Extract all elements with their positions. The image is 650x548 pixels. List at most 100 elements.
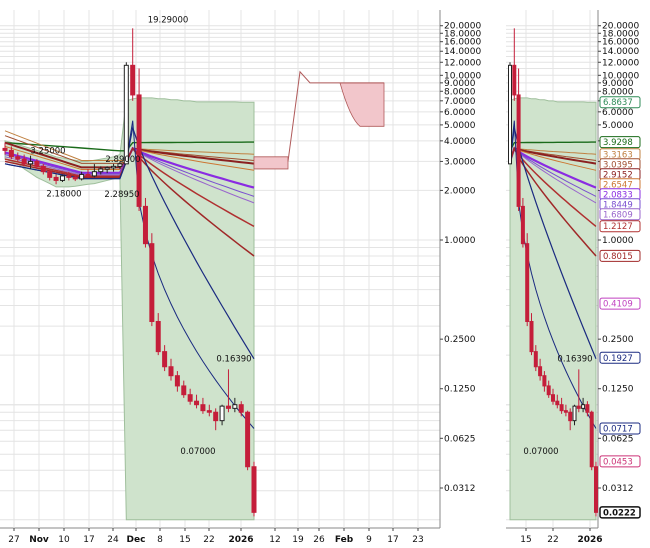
y-tick-label: 5.0000 [444, 121, 476, 131]
candle-body [53, 176, 59, 181]
annotation-label: 2.89000 [105, 155, 140, 165]
moving-average-10 [4, 146, 255, 257]
candle-body [66, 175, 72, 178]
candle-body [21, 158, 27, 165]
annotation-label: 0.16390 [557, 354, 592, 364]
value-tag-box [599, 220, 641, 233]
candle-body [79, 173, 85, 180]
candle-body [15, 156, 21, 160]
x-tick-label: Nov [29, 535, 49, 545]
candle-body [568, 411, 573, 422]
candle-body [529, 320, 534, 353]
candle-body [187, 394, 193, 402]
moving-average-2 [509, 147, 597, 161]
y-tick-label: 20.0000 [602, 22, 639, 32]
y-tick-label: 1.0000 [444, 236, 476, 246]
value-tag-box [599, 422, 641, 435]
moving-average-5 [509, 147, 597, 171]
value-tag: 6.8637 [603, 98, 633, 108]
value-tag: 3.3163 [603, 150, 633, 160]
y-tick-label: 0.2500 [444, 335, 476, 345]
candle-body [508, 64, 512, 165]
x-tick-label: 8 [157, 535, 163, 545]
side-plot-area [508, 28, 598, 521]
projection-cloud [253, 156, 289, 170]
value-tag: 3.0395 [603, 160, 633, 170]
y-tick-label: 10.0000 [602, 71, 639, 81]
value-tag-box [599, 351, 641, 364]
moving-average-11 [509, 127, 597, 360]
candle-body [200, 404, 206, 412]
main-plot-area [2, 28, 385, 521]
moving-average-1 [509, 141, 596, 152]
x-tick-label: 15 [520, 535, 531, 545]
x-tick-label: 17 [83, 535, 94, 545]
main-annotations: 19.29000 3.25000 2.89000 2.18000 2.28950 0.16… [30, 15, 251, 457]
x-tick-label: 15 [179, 535, 190, 545]
candle-body [162, 351, 168, 368]
y-tick-label: 5.0000 [602, 121, 634, 131]
value-tag: 0.1927 [603, 354, 633, 364]
y-tick-label: 18.0000 [444, 29, 481, 39]
value-tag-box [599, 455, 641, 468]
value-tag-box [599, 249, 641, 262]
x-tick-label: 9 [366, 535, 372, 545]
value-tag-box [599, 208, 641, 221]
candle-body [40, 165, 46, 173]
candle-body [572, 405, 577, 422]
candle-body [520, 205, 525, 245]
y-tick-label: 0.0312 [444, 484, 476, 494]
moving-average-8 [509, 147, 597, 204]
value-tag-box [599, 297, 641, 310]
y-tick-label: 0.0625 [602, 434, 634, 444]
candle-body [59, 175, 65, 181]
value-tag: 1.6809 [603, 210, 633, 220]
annotation-label: 3.25000 [30, 147, 65, 157]
moving-average-4 [509, 147, 597, 165]
candle-body [533, 351, 538, 368]
value-tag: 2.0833 [603, 190, 633, 200]
candle-body [174, 375, 180, 387]
candle-body [98, 168, 104, 173]
x-tick-label: 22 [203, 535, 214, 545]
value-tag: 0.0717 [603, 424, 633, 434]
value-tag: 1.8449 [603, 200, 633, 210]
y-tick-label: 6.0000 [602, 108, 634, 118]
candle-body [136, 94, 142, 207]
x-tick-label: 24 [107, 535, 119, 545]
moving-average-12 [4, 120, 255, 429]
y-tick-label: 10.0000 [444, 71, 481, 81]
candle-body [2, 147, 8, 151]
candle-body [8, 149, 14, 158]
x-tick-label: Feb [335, 535, 354, 545]
y-tick-label: 14.0000 [602, 47, 639, 57]
y-tick-label: 4.0000 [444, 137, 476, 147]
y-tick-label: 8.0000 [444, 87, 476, 97]
candle-body [563, 410, 568, 413]
y-tick-label: 6.0000 [444, 108, 476, 118]
candle-body [559, 404, 564, 412]
moving-average-9 [509, 146, 597, 227]
candle-body [232, 404, 238, 409]
candle-body [238, 404, 244, 413]
candle-body [546, 385, 551, 396]
y-tick-label: 0.0312 [602, 484, 634, 494]
main-x-axis: 27 Nov 10 17 24 Dec 8 15 22 2026 12 19 26 Feb 9 17 23 [8, 528, 424, 545]
value-tag-box [599, 506, 641, 519]
x-tick-label: 26 [313, 535, 325, 545]
side-x-axis: 15 22 2026 [520, 528, 603, 545]
value-tag: 2.9152 [603, 170, 633, 180]
candle-body [251, 466, 257, 513]
x-tick-label: 2026 [228, 535, 253, 545]
x-tick-label: 10 [58, 535, 70, 545]
bollinger-band [4, 97, 255, 521]
value-tag: 1.2127 [603, 222, 633, 232]
x-tick-label: 12 [269, 535, 280, 545]
candle-body [104, 167, 110, 170]
y-tick-label: 12.0000 [602, 58, 639, 68]
x-tick-label: 19 [292, 535, 304, 545]
candle-body [512, 64, 517, 96]
candle-body [551, 394, 555, 402]
candle-body [28, 160, 34, 165]
